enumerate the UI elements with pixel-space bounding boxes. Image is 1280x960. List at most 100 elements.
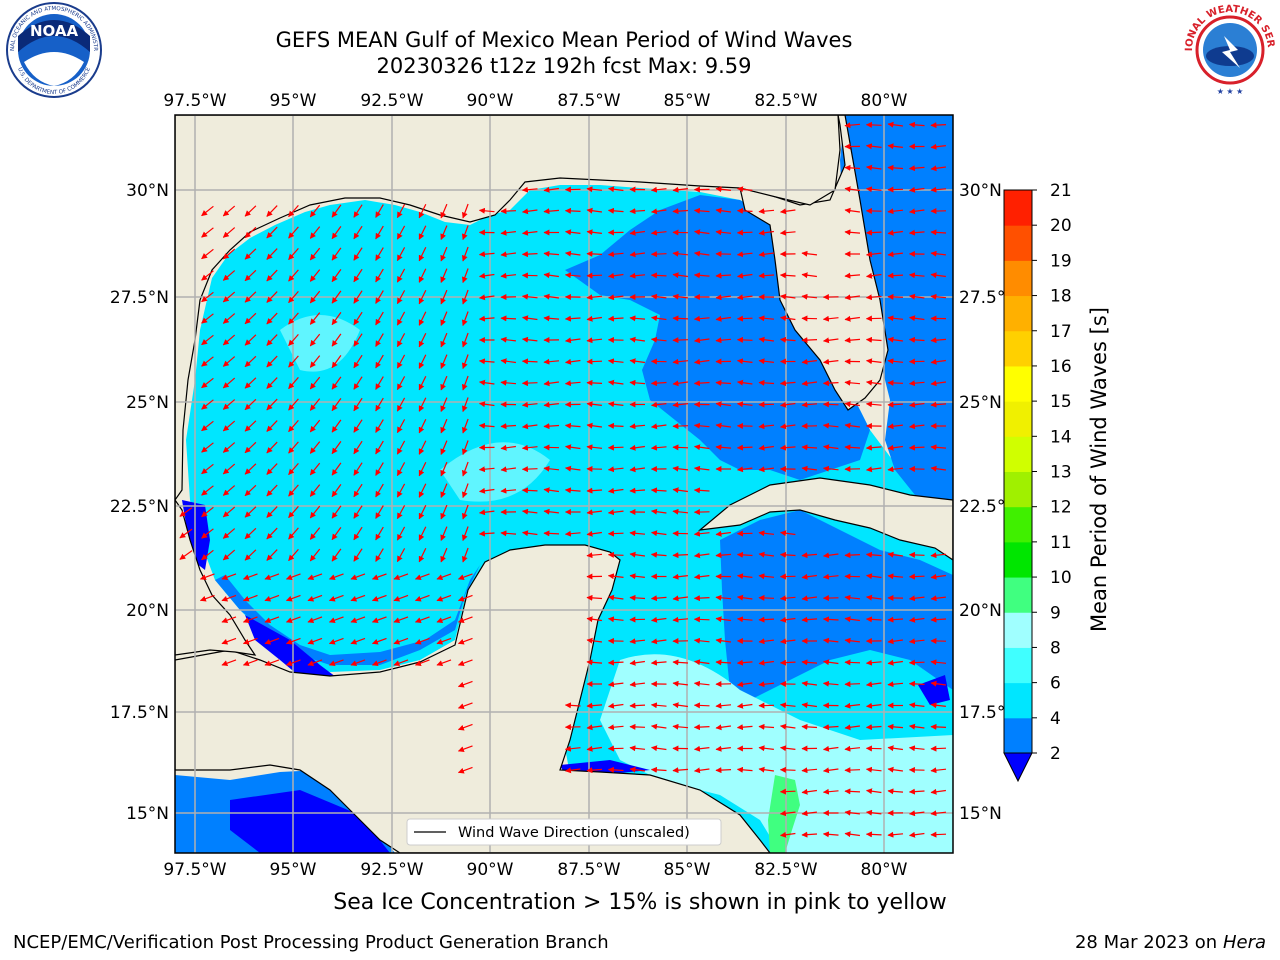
wind-wave-arrow xyxy=(887,229,903,236)
darkblue-zone-5 xyxy=(230,790,390,853)
wind-wave-arrow xyxy=(350,659,366,667)
wind-wave-arrow xyxy=(565,465,581,472)
wind-wave-arrow xyxy=(866,251,882,258)
wind-wave-arrow xyxy=(608,594,624,601)
wind-wave-arrow xyxy=(865,121,882,128)
wind-wave-arrow xyxy=(779,595,796,602)
wind-wave-arrow xyxy=(887,293,904,300)
wind-wave-arrow xyxy=(822,831,839,838)
wind-wave-arrow xyxy=(672,767,689,774)
wind-wave-arrow xyxy=(758,466,774,473)
wind-wave-arrow xyxy=(801,380,817,387)
wind-wave-arrow xyxy=(201,248,214,260)
wind-wave-arrow xyxy=(521,186,538,193)
wind-wave-arrow xyxy=(736,724,753,731)
wind-wave-arrow xyxy=(436,637,452,645)
wind-wave-arrow xyxy=(543,250,560,257)
wind-wave-arrow xyxy=(629,229,645,236)
wind-wave-arrow xyxy=(478,315,495,322)
wind-wave-arrow xyxy=(375,397,384,412)
wind-wave-arrow xyxy=(780,530,796,537)
wind-wave-arrow xyxy=(331,312,342,326)
wind-wave-arrow xyxy=(930,702,946,709)
wind-wave-arrow xyxy=(629,638,646,645)
darkblue-zone-1 xyxy=(182,500,210,570)
wind-wave-arrow xyxy=(607,315,624,322)
pale-zone-southeast xyxy=(600,654,953,853)
wind-wave-arrow xyxy=(694,250,710,257)
wind-wave-arrow xyxy=(866,379,882,386)
wind-wave-arrow xyxy=(866,466,882,473)
wind-wave-arrow xyxy=(887,723,904,730)
wind-wave-arrow xyxy=(461,268,469,284)
wind-wave-arrow xyxy=(887,551,903,558)
wind-wave-arrow xyxy=(522,530,538,537)
wind-wave-arrow xyxy=(930,143,946,150)
wind-wave-arrow xyxy=(650,444,667,451)
wind-wave-arrow xyxy=(353,548,363,562)
wind-wave-arrow xyxy=(930,465,946,472)
wind-wave-arrow xyxy=(244,549,257,561)
wind-wave-arrow xyxy=(651,208,667,215)
wind-wave-arrow xyxy=(353,462,363,476)
wind-wave-arrow xyxy=(672,272,688,279)
wind-wave-arrow xyxy=(930,380,946,387)
wind-wave-arrow xyxy=(288,226,299,239)
wind-wave-arrow xyxy=(930,401,947,408)
wind-wave-arrow xyxy=(436,659,452,667)
wind-wave-arrow xyxy=(844,164,861,171)
wind-wave-arrow xyxy=(607,766,624,773)
wind-wave-arrow xyxy=(461,203,469,219)
wind-wave-arrow xyxy=(779,702,796,709)
wind-wave-arrow xyxy=(930,552,947,559)
wind-wave-arrow xyxy=(629,208,646,215)
wind-wave-arrow xyxy=(715,315,731,322)
wind-wave-arrow xyxy=(866,681,882,688)
wind-wave-arrow xyxy=(823,659,839,666)
wind-wave-arrow xyxy=(822,401,839,408)
wind-wave-arrow xyxy=(375,505,384,519)
wind-wave-arrow xyxy=(201,270,214,281)
wind-wave-arrow xyxy=(887,659,903,666)
wind-wave-arrow xyxy=(393,594,409,602)
wind-wave-arrow xyxy=(201,356,214,367)
wind-wave-arrow xyxy=(244,420,257,432)
wind-wave-arrow xyxy=(715,552,732,559)
wind-wave-arrow xyxy=(521,401,538,408)
wind-wave-arrow xyxy=(307,594,323,602)
map-frame xyxy=(174,114,954,854)
wind-wave-arrow xyxy=(737,186,753,193)
colorbar-band xyxy=(1004,506,1032,543)
wind-wave-arrow xyxy=(309,226,321,239)
wind-wave-arrow xyxy=(371,594,387,602)
wind-wave-arrow xyxy=(221,616,237,624)
wind-wave-arrow xyxy=(521,251,538,258)
arrow-legend-label: Wind Wave Direction (unscaled) xyxy=(458,825,690,841)
wind-wave-arrow xyxy=(844,809,860,816)
map-gridlines xyxy=(175,115,953,853)
wind-wave-arrow xyxy=(179,550,193,560)
colorbar-band xyxy=(1004,577,1032,613)
wind-wave-arrow xyxy=(288,334,299,347)
wind-wave-arrow xyxy=(222,399,236,410)
wind-wave-arrow xyxy=(607,616,624,623)
wind-wave-arrow xyxy=(586,594,603,601)
wind-wave-arrow xyxy=(930,165,946,172)
wind-wave-arrow xyxy=(393,637,409,645)
wind-wave-arrow xyxy=(629,466,645,473)
wind-wave-arrow xyxy=(693,616,710,623)
wind-wave-arrow xyxy=(440,332,448,348)
wind-wave-arrow xyxy=(801,293,818,300)
wind-wave-arrow xyxy=(629,766,645,773)
wind-wave-arrow xyxy=(288,441,299,454)
colorbar-band xyxy=(1004,717,1032,754)
wind-wave-arrow xyxy=(418,203,427,219)
wind-wave-arrow xyxy=(586,229,602,236)
wind-wave-arrow xyxy=(478,530,495,537)
wind-wave-arrow xyxy=(779,551,796,558)
wind-wave-arrow xyxy=(930,810,947,817)
colorbar-tick-label: 19 xyxy=(1050,251,1072,271)
wind-wave-arrow xyxy=(758,616,775,623)
wind-wave-arrow xyxy=(672,595,688,602)
wind-wave-arrow xyxy=(375,333,384,347)
